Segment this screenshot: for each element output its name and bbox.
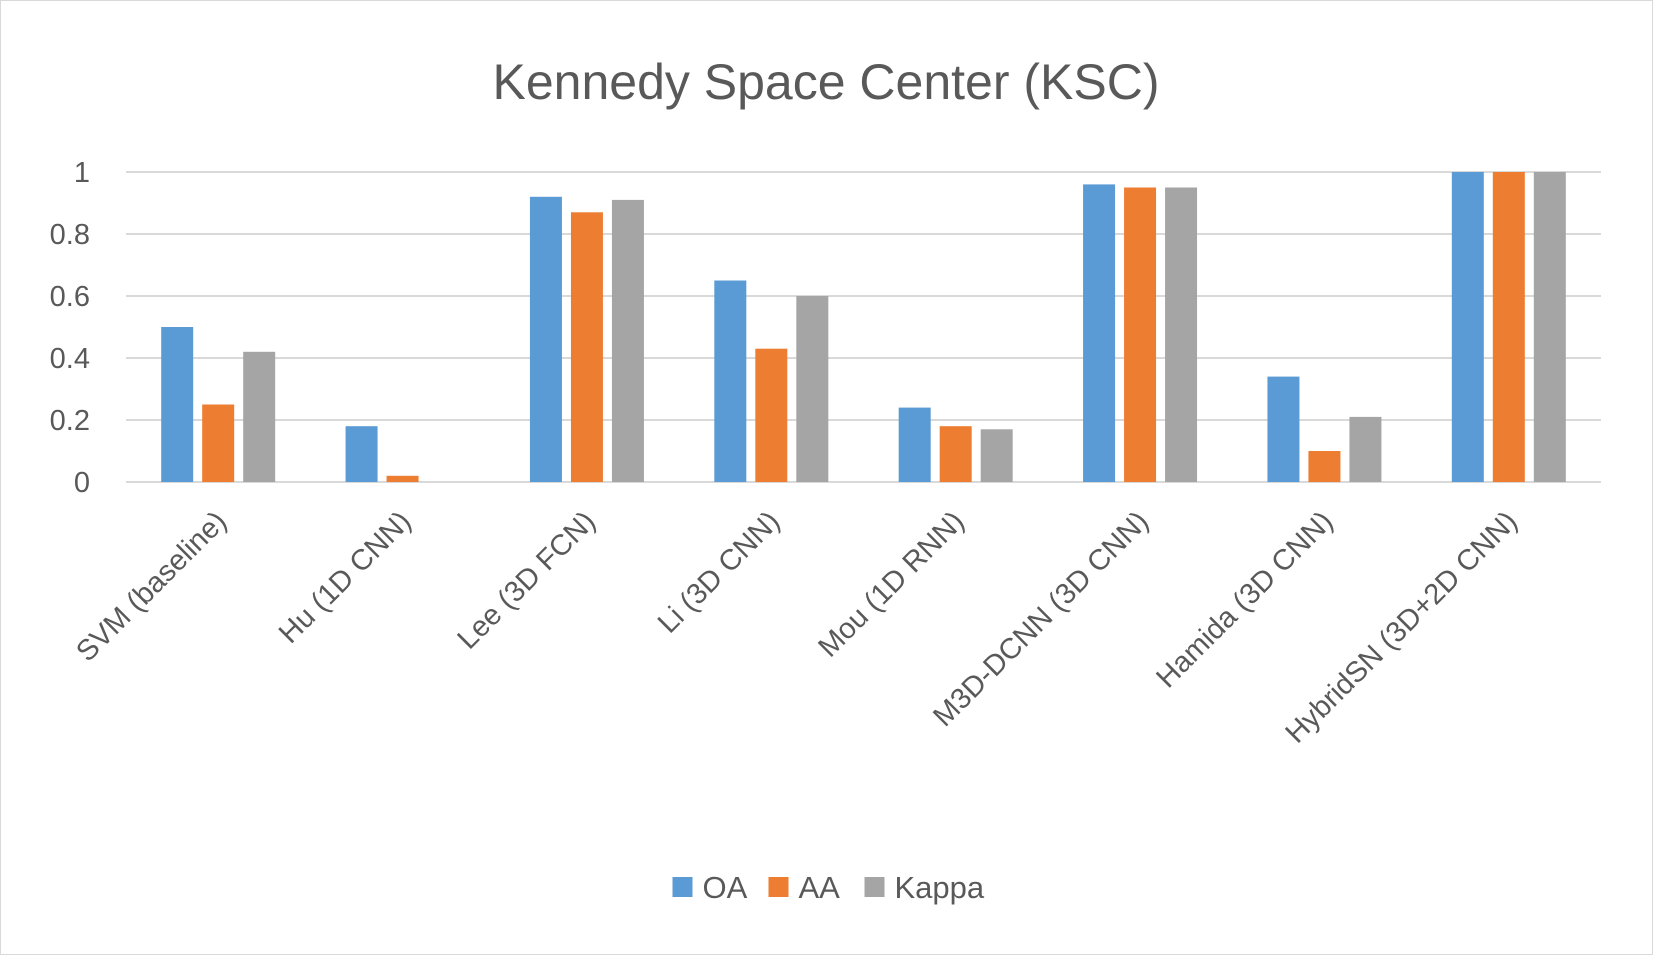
legend: OA AA Kappa (672, 870, 985, 905)
bar-kappa (1165, 187, 1198, 482)
y-axis-ticks: 0 0.2 0.4 0.6 0.8 1 (50, 157, 90, 499)
legend-label: OA (703, 870, 748, 905)
x-tick-label: Li (3D CNN) (652, 505, 786, 639)
bar-aa (1492, 172, 1525, 482)
bar-aa (1308, 451, 1341, 482)
legend-label: AA (799, 870, 841, 905)
y-tick-label: 0.2 (50, 405, 90, 437)
bar-oa (898, 407, 931, 482)
bar-oa (161, 327, 194, 482)
legend-swatch (768, 877, 789, 897)
bar-oa (345, 426, 378, 482)
x-tick-label: Hu (1D CNN) (273, 505, 418, 650)
x-tick-label: Lee (3D FCN) (452, 505, 602, 655)
y-tick-label: 1 (74, 157, 90, 189)
bar-kappa (1349, 416, 1382, 482)
bar-aa (202, 404, 235, 482)
chart-title: Kennedy Space Center (KSC) (492, 54, 1159, 110)
bar-aa (386, 475, 419, 482)
bar-kappa (796, 296, 829, 482)
x-tick-label: M3D-DCNN (3D CNN) (927, 505, 1155, 733)
bars (161, 172, 1566, 483)
bar-aa (570, 212, 603, 483)
y-tick-label: 0.4 (50, 343, 90, 375)
bar-kappa (980, 429, 1013, 482)
x-tick-label: Hamida (3D CNN) (1150, 505, 1339, 694)
bar-kappa (243, 351, 276, 482)
bar-kappa (1533, 172, 1566, 482)
bar-kappa (611, 199, 644, 482)
x-tick-label: SVM (baseline) (70, 505, 233, 668)
bar-oa (1451, 172, 1484, 482)
bar-oa (1267, 376, 1300, 482)
bar-aa (1124, 187, 1157, 482)
bar-aa (939, 426, 972, 482)
legend-label: Kappa (895, 870, 985, 905)
bar-oa (714, 280, 747, 482)
y-tick-label: 0.8 (50, 219, 90, 251)
bar-oa (529, 196, 562, 483)
y-tick-label: 0 (74, 467, 90, 499)
bar-aa (755, 348, 788, 482)
legend-swatch (672, 877, 693, 897)
x-axis-labels: SVM (baseline) Hu (1D CNN) Lee (3D FCN) Li … (70, 505, 1523, 749)
y-tick-label: 0.6 (50, 281, 90, 313)
legend-swatch (864, 877, 885, 897)
x-tick-label: Mou (1D RNN) (812, 505, 970, 663)
bar-oa (1083, 184, 1116, 482)
